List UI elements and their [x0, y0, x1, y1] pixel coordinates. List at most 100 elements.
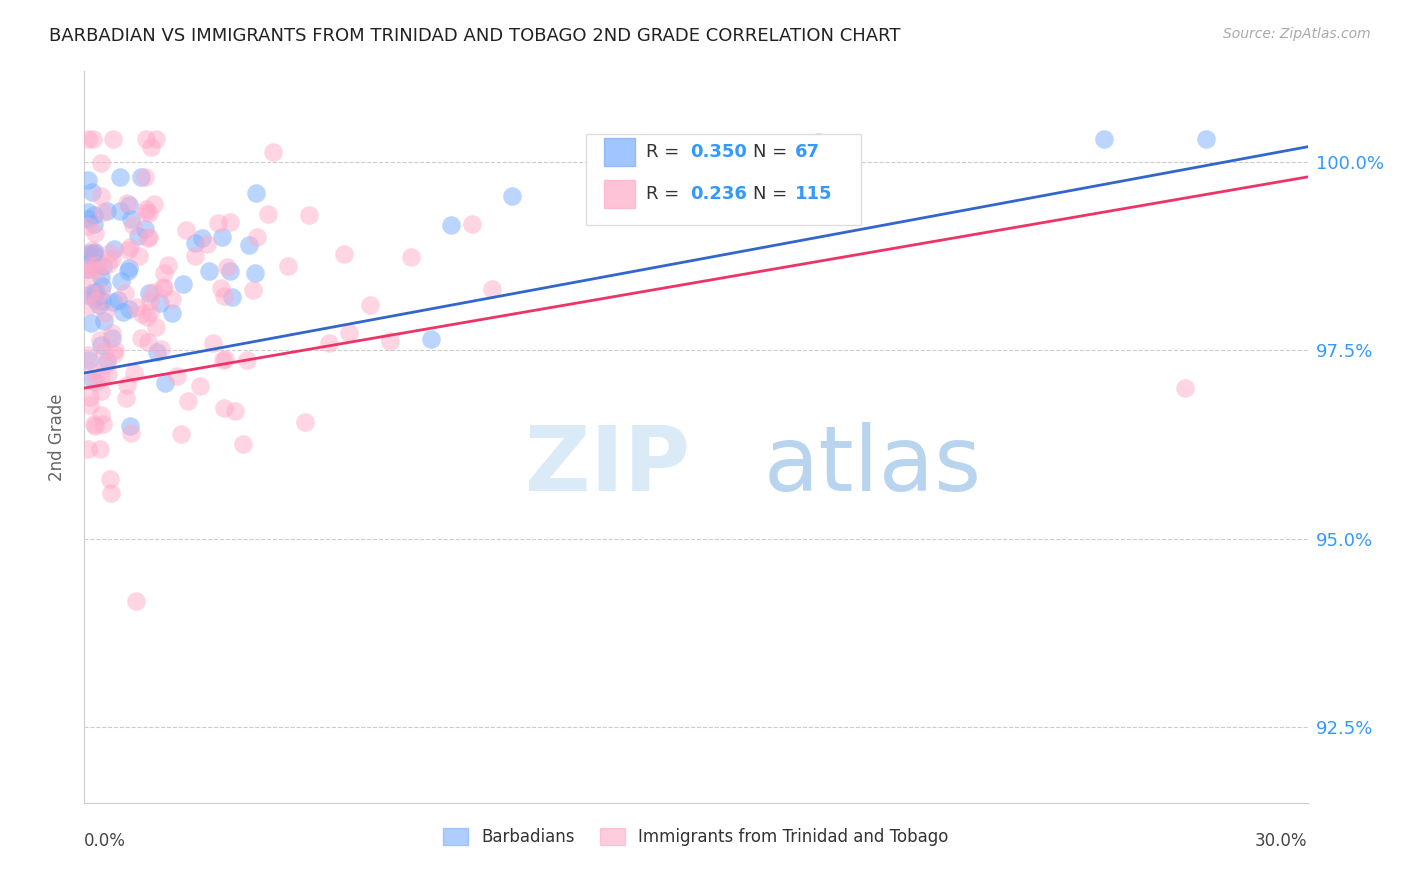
Text: atlas: atlas — [763, 422, 981, 510]
FancyBboxPatch shape — [605, 138, 636, 166]
Point — [101, 252, 124, 267]
Legend: Barbadians, Immigrants from Trinidad and Tobago: Barbadians, Immigrants from Trinidad and… — [436, 822, 956, 853]
Point — [138, 229, 160, 244]
Point — [94, 306, 117, 320]
Point — [136, 334, 159, 349]
Point — [211, 229, 233, 244]
Point — [125, 594, 148, 608]
Point — [188, 379, 211, 393]
Point — [98, 472, 121, 486]
Point — [138, 286, 160, 301]
Point — [201, 336, 224, 351]
Point — [177, 393, 200, 408]
Point — [80, 185, 103, 199]
Point — [77, 352, 100, 367]
Point — [153, 266, 176, 280]
Point — [139, 140, 162, 154]
Point — [207, 216, 229, 230]
Point — [135, 132, 157, 146]
Point — [420, 333, 443, 347]
Point — [79, 260, 101, 274]
Point — [238, 238, 260, 252]
Text: ZIP: ZIP — [524, 422, 690, 510]
Point — [217, 260, 239, 275]
Point — [170, 426, 193, 441]
Point — [91, 294, 114, 309]
Point — [79, 245, 101, 260]
Point — [84, 418, 107, 433]
Text: 0.350: 0.350 — [690, 144, 747, 161]
Point — [277, 259, 299, 273]
Text: N =: N = — [754, 144, 793, 161]
Point — [461, 217, 484, 231]
Point — [134, 222, 156, 236]
Point — [152, 281, 174, 295]
Point — [245, 186, 267, 201]
Point — [139, 293, 162, 308]
Point — [231, 437, 253, 451]
Point — [77, 348, 100, 362]
Point — [100, 486, 122, 500]
Point — [245, 266, 267, 280]
Point — [84, 285, 107, 299]
Point — [101, 326, 124, 340]
Point — [101, 330, 124, 344]
Point — [218, 264, 240, 278]
Point — [120, 212, 142, 227]
Point — [90, 337, 112, 351]
Point — [93, 344, 115, 359]
Point — [97, 257, 120, 271]
Point — [380, 334, 402, 348]
Point — [79, 398, 101, 412]
Point — [77, 268, 100, 283]
Point — [195, 237, 218, 252]
Point — [152, 280, 174, 294]
Point — [91, 205, 114, 219]
Point — [142, 285, 165, 300]
Text: N =: N = — [754, 186, 793, 203]
Point — [101, 132, 124, 146]
Point — [79, 285, 101, 300]
Point — [138, 206, 160, 220]
Point — [108, 169, 131, 184]
Point — [214, 401, 236, 416]
Point — [139, 305, 162, 319]
Point — [481, 282, 503, 296]
Point — [82, 246, 104, 260]
Point — [120, 425, 142, 440]
Point — [83, 286, 105, 301]
Point — [91, 278, 114, 293]
Point — [166, 368, 188, 383]
Point — [807, 135, 830, 149]
Point — [83, 246, 105, 260]
Point — [80, 364, 103, 378]
Point — [77, 212, 100, 227]
Point — [86, 262, 108, 277]
Point — [142, 196, 165, 211]
Point — [80, 243, 103, 257]
Point — [93, 313, 115, 327]
Point — [79, 390, 101, 404]
Text: Source: ZipAtlas.com: Source: ZipAtlas.com — [1223, 27, 1371, 41]
Point — [77, 219, 100, 233]
Point — [1195, 132, 1218, 146]
Point — [98, 246, 121, 260]
Point — [114, 286, 136, 301]
Text: R =: R = — [645, 186, 685, 203]
Point — [82, 132, 104, 146]
Point — [787, 172, 810, 186]
Point — [135, 202, 157, 216]
Point — [160, 293, 183, 307]
Point — [101, 295, 124, 310]
Point — [84, 292, 107, 306]
Point — [149, 343, 172, 357]
Text: 115: 115 — [794, 186, 832, 203]
Point — [77, 205, 100, 219]
Point — [84, 375, 107, 389]
Point — [131, 331, 153, 345]
Point — [103, 242, 125, 256]
Point — [90, 156, 112, 170]
Text: 0.0%: 0.0% — [84, 832, 127, 850]
Point — [90, 370, 112, 384]
Point — [97, 368, 120, 382]
